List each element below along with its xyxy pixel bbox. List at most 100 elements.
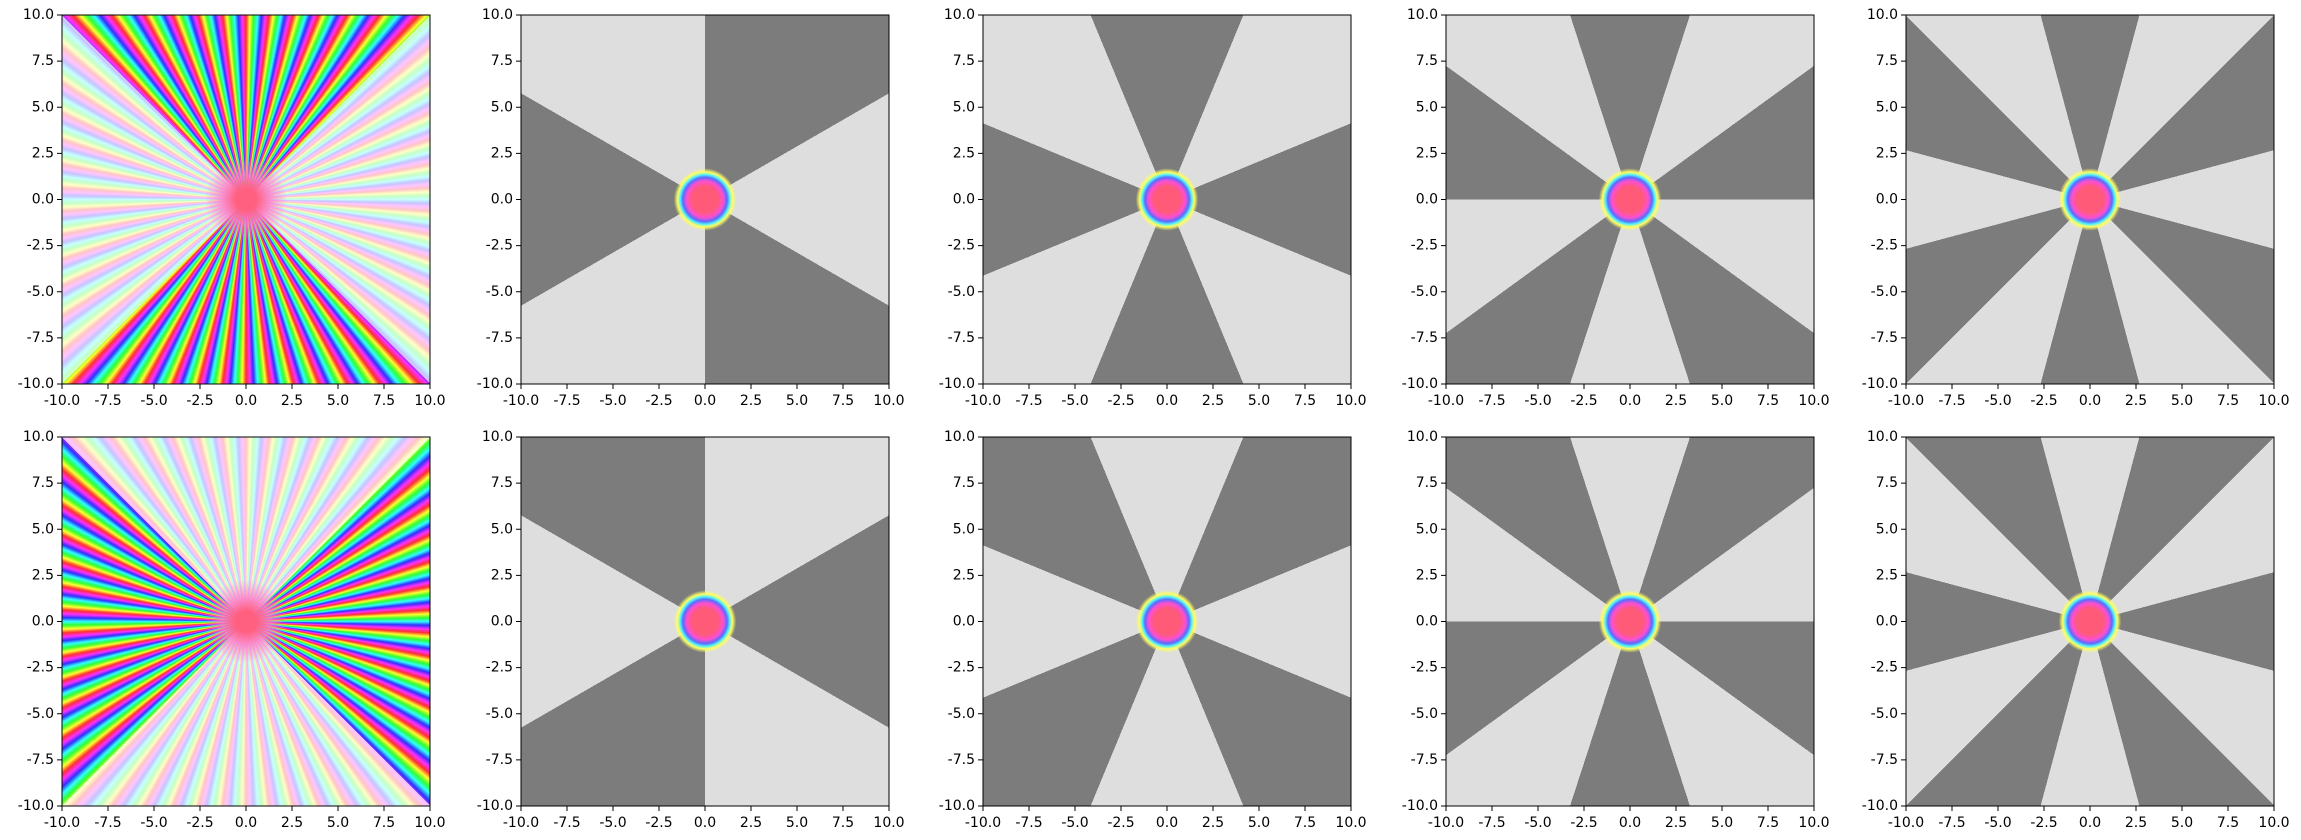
function-image [521,437,889,806]
axes-frame [1905,14,2275,385]
y-tick-label: 7.5 [1876,53,1898,69]
x-tick-label: -7.5 [553,815,580,831]
y-tick-label: 7.5 [32,475,54,491]
y-tick-label: -5.0 [486,706,513,722]
x-tick-label: -10.0 [44,393,80,409]
y-tick-label: -5.0 [948,706,975,722]
x-tick-label: -5.0 [1061,815,1088,831]
y-tick-label: -10.0 [939,376,975,392]
y-tick-label: 2.5 [32,567,54,583]
x-tick-label: -5.0 [1984,815,2011,831]
x-tick-label: 2.5 [740,815,762,831]
y-tick-label: -10.0 [1862,798,1898,814]
y-tick-label: 0.0 [1416,614,1438,630]
x-tick-label: 5.0 [1248,815,1270,831]
x-tick-label: 7.5 [373,393,395,409]
y-tick-label: 0.0 [491,614,513,630]
x-tick-label: -5.0 [1524,393,1551,409]
axes-frame [520,14,890,385]
y-tick-label: 10.0 [1407,7,1438,23]
y-tick-label: 10.0 [944,429,975,445]
y-tick-label: 2.5 [491,145,513,161]
y-tick-label: 5.0 [1416,521,1438,537]
x-tick-label: 5.0 [327,393,349,409]
function-image [62,15,430,384]
y-tick-label: 7.5 [491,53,513,69]
x-tick-label: -5.0 [599,393,626,409]
y-tick-label: -10.0 [18,376,54,392]
function-image [1446,15,1814,384]
x-tick-label: -7.5 [1938,393,1965,409]
axes-frame [520,436,890,807]
y-tick-label: 7.5 [32,53,54,69]
x-tick-label: 10.0 [1335,815,1366,831]
x-tick-label: -2.5 [1107,393,1134,409]
x-tick-label: -10.0 [503,815,539,831]
y-tick-label: 2.5 [32,145,54,161]
y-tick-label: 7.5 [1876,475,1898,491]
x-tick-label: 7.5 [1757,393,1779,409]
y-tick-label: -2.5 [486,238,513,254]
y-tick-label: -2.5 [486,660,513,676]
y-tick-label: 2.5 [491,567,513,583]
y-tick-label: 10.0 [1407,429,1438,445]
x-tick-label: 5.0 [2171,815,2193,831]
x-tick-label: -7.5 [1478,815,1505,831]
y-tick-label: -5.0 [1871,284,1898,300]
y-tick-label: 0.0 [953,192,975,208]
x-tick-label: 0.0 [1619,393,1641,409]
axes-frame [982,436,1352,807]
y-tick-label: -2.5 [27,238,54,254]
y-tick-label: -5.0 [1411,284,1438,300]
x-tick-label: 7.5 [832,815,854,831]
y-tick-label: 2.5 [1416,567,1438,583]
y-tick-label: 0.0 [32,192,54,208]
y-tick-label: -2.5 [948,660,975,676]
x-tick-label: -7.5 [94,815,121,831]
x-tick-label: 0.0 [694,815,716,831]
y-tick-label: 10.0 [1867,7,1898,23]
x-tick-label: 0.0 [2079,393,2101,409]
x-tick-label: 5.0 [327,815,349,831]
y-tick-label: -2.5 [1411,238,1438,254]
x-tick-label: 2.5 [1665,393,1687,409]
x-tick-label: -10.0 [965,815,1001,831]
x-tick-label: 5.0 [786,815,808,831]
x-tick-label: 0.0 [235,393,257,409]
y-tick-label: 0.0 [953,614,975,630]
x-tick-label: 10.0 [1798,815,1829,831]
y-tick-label: -5.0 [948,284,975,300]
function-image [1906,15,2274,384]
x-tick-label: 2.5 [1202,393,1224,409]
y-tick-label: 0.0 [32,614,54,630]
x-tick-label: 0.0 [1156,815,1178,831]
function-image [983,15,1351,384]
x-tick-label: -2.5 [645,393,672,409]
x-tick-label: 10.0 [2258,393,2289,409]
x-tick-label: 10.0 [414,815,445,831]
y-tick-label: -5.0 [1871,706,1898,722]
x-tick-label: -10.0 [1888,393,1924,409]
x-tick-label: 7.5 [1294,393,1316,409]
x-tick-label: 2.5 [2125,393,2147,409]
x-tick-label: -10.0 [1888,815,1924,831]
y-tick-label: -7.5 [1411,752,1438,768]
y-tick-label: 7.5 [1416,475,1438,491]
x-tick-label: 10.0 [1335,393,1366,409]
x-tick-label: -5.0 [1524,815,1551,831]
x-tick-label: 7.5 [2217,393,2239,409]
x-tick-label: 5.0 [2171,393,2193,409]
x-tick-label: -10.0 [1428,393,1464,409]
y-tick-label: -10.0 [1862,376,1898,392]
y-tick-label: 10.0 [23,7,54,23]
y-tick-label: -5.0 [27,706,54,722]
function-image [983,437,1351,806]
y-tick-label: 0.0 [491,192,513,208]
y-tick-label: 2.5 [1876,567,1898,583]
y-tick-label: -7.5 [1411,330,1438,346]
y-tick-label: 0.0 [1416,192,1438,208]
y-tick-label: 5.0 [1416,99,1438,115]
x-tick-label: -10.0 [44,815,80,831]
x-tick-label: 5.0 [1711,393,1733,409]
